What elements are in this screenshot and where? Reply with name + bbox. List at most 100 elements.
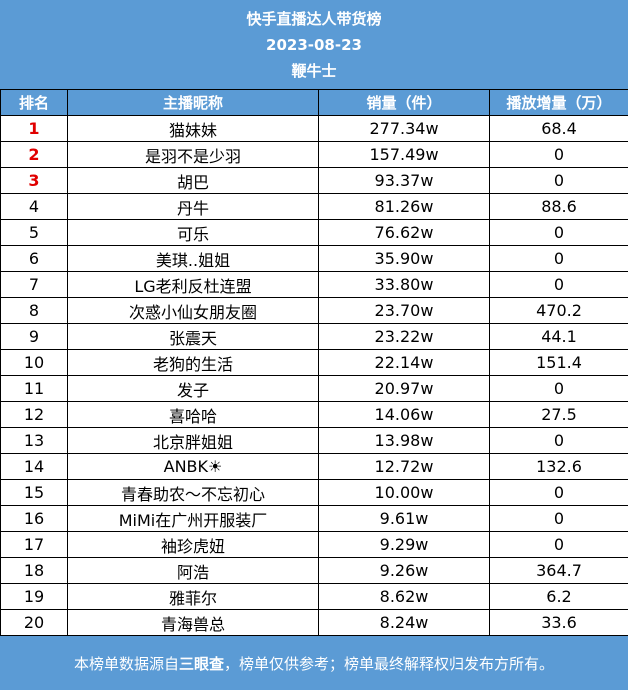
name-cell: 是羽不是少羽 (68, 142, 319, 168)
name-cell: 胡巴 (68, 168, 319, 194)
plays-cell: 364.7 (490, 558, 628, 584)
rank-cell: 7 (1, 272, 68, 298)
rank-cell: 13 (1, 428, 68, 454)
plays-cell: 0 (490, 220, 628, 246)
sales-cell: 22.14w (319, 350, 490, 376)
footer-text-after: ，榜单仅供参考；榜单最终解释权归发布方所有。 (224, 653, 554, 674)
rank-cell: 4 (1, 194, 68, 220)
report-header: 快手直播达人带货榜 2023-08-23 鞭牛士 (0, 0, 628, 89)
plays-cell: 88.6 (490, 194, 628, 220)
name-cell: 青春助农～不忘初心 (68, 480, 319, 506)
name-cell: 喜哈哈 (68, 402, 319, 428)
sales-cell: 12.72w (319, 454, 490, 480)
sales-cell: 9.29w (319, 532, 490, 558)
sales-cell: 9.26w (319, 558, 490, 584)
name-cell: 美琪..姐姐 (68, 246, 319, 272)
name-cell: 雅菲尔 (68, 584, 319, 610)
sales-cell: 81.26w (319, 194, 490, 220)
plays-cell: 27.5 (490, 402, 628, 428)
sales-cell: 9.61w (319, 506, 490, 532)
table-header-row: 排名 主播昵称 销量（件） 播放增量（万） (1, 90, 628, 116)
column-header-sales: 销量（件） (319, 90, 490, 116)
rank-cell: 17 (1, 532, 68, 558)
sales-cell: 76.62w (319, 220, 490, 246)
sales-cell: 33.80w (319, 272, 490, 298)
rank-cell: 6 (1, 246, 68, 272)
column-header-plays: 播放增量（万） (490, 90, 628, 116)
name-cell: 老狗的生活 (68, 350, 319, 376)
footer-text-before: 本榜单数据源自 (74, 653, 179, 674)
name-cell: 张震天 (68, 324, 319, 350)
plays-cell: 0 (490, 376, 628, 402)
plays-cell: 0 (490, 142, 628, 168)
plays-cell: 0 (490, 246, 628, 272)
sales-cell: 8.62w (319, 584, 490, 610)
column-header-rank: 排名 (1, 90, 68, 116)
rank-cell: 18 (1, 558, 68, 584)
name-cell: 青海兽总 (68, 610, 319, 636)
plays-cell: 0 (490, 168, 628, 194)
name-cell: 猫妹妹 (68, 116, 319, 142)
plays-cell: 0 (490, 272, 628, 298)
name-cell: 北京胖姐姐 (68, 428, 319, 454)
sales-cell: 157.49w (319, 142, 490, 168)
name-cell: 袖珍虎妞 (68, 532, 319, 558)
rank-cell: 14 (1, 454, 68, 480)
rank-cell: 2 (1, 142, 68, 168)
sales-cell: 93.37w (319, 168, 490, 194)
plays-cell: 151.4 (490, 350, 628, 376)
rank-cell: 5 (1, 220, 68, 246)
sales-cell: 23.70w (319, 298, 490, 324)
rank-cell: 9 (1, 324, 68, 350)
plays-cell: 0 (490, 532, 628, 558)
column-header-name: 主播昵称 (68, 90, 319, 116)
rank-cell: 15 (1, 480, 68, 506)
name-cell: MiMi在广州开服装厂 (68, 506, 319, 532)
sales-cell: 13.98w (319, 428, 490, 454)
sales-cell: 10.00w (319, 480, 490, 506)
rank-cell: 16 (1, 506, 68, 532)
rank-cell: 3 (1, 168, 68, 194)
plays-cell: 44.1 (490, 324, 628, 350)
report-title: 快手直播达人带货榜 (246, 6, 381, 32)
plays-cell: 33.6 (490, 610, 628, 636)
plays-cell: 0 (490, 506, 628, 532)
plays-cell: 0 (490, 480, 628, 506)
sales-cell: 23.22w (319, 324, 490, 350)
name-cell: LG老利反杜连盟 (68, 272, 319, 298)
plays-cell: 470.2 (490, 298, 628, 324)
name-cell: 可乐 (68, 220, 319, 246)
report-date: 2023-08-23 (266, 32, 362, 58)
sales-cell: 14.06w (319, 402, 490, 428)
plays-cell: 68.4 (490, 116, 628, 142)
rank-cell: 11 (1, 376, 68, 402)
rank-cell: 10 (1, 350, 68, 376)
report-footer: 本榜单数据源自三眼查，榜单仅供参考；榜单最终解释权归发布方所有。 (0, 636, 628, 690)
name-cell: 发子 (68, 376, 319, 402)
name-cell: 阿浩 (68, 558, 319, 584)
sales-cell: 20.97w (319, 376, 490, 402)
plays-cell: 6.2 (490, 584, 628, 610)
footer-source: 三眼查 (179, 653, 224, 674)
